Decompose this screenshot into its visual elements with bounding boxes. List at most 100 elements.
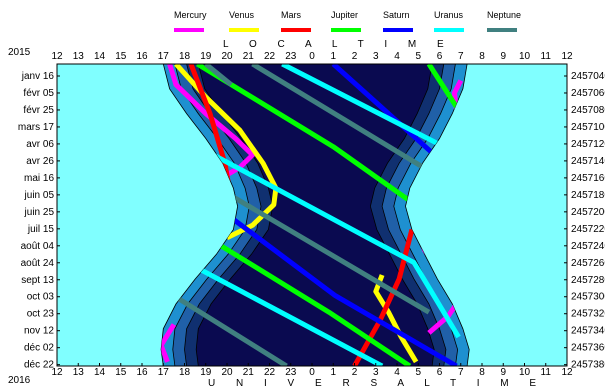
mars-track-1: [352, 228, 415, 366]
date-label: juin 05: [24, 190, 55, 201]
top-tick-label: 3: [373, 51, 379, 62]
top-tick-label: 11: [541, 51, 552, 62]
top-tick-label: 12: [561, 51, 573, 62]
date-label: avr 06: [26, 139, 54, 150]
top-tick-label: 18: [179, 51, 191, 62]
jd-label: 2457080: [571, 105, 605, 116]
uranus-track-2: [170, 252, 384, 366]
top-tick-label: 2: [352, 51, 358, 62]
mercury-track-2: [161, 323, 177, 363]
top-tick-label: 4: [394, 51, 400, 62]
julian-day-labels: 2457040 2457060 2457080 2457100 2457120 24571…: [564, 71, 605, 371]
top-tick-label: 7: [458, 51, 464, 62]
jd-label: 2457360: [571, 343, 605, 354]
jupiter-track-0: [426, 64, 463, 115]
date-label: mai 16: [24, 173, 54, 184]
jd-label: 2457220: [571, 224, 605, 235]
legend-label-uranus: Uranus: [434, 10, 464, 20]
venus-track-0: [174, 64, 279, 241]
year-top-label: 2015: [8, 47, 31, 58]
date-label: mars 17: [18, 122, 55, 133]
bottom-tick-label: 3: [373, 367, 379, 378]
jd-label: 2457280: [571, 275, 605, 286]
top-tick-label: 9: [500, 51, 506, 62]
date-label: nov 12: [24, 326, 54, 337]
legend-label-mars: Mars: [281, 10, 301, 20]
jd-label: 2457160: [571, 173, 605, 184]
jd-label: 2457180: [571, 190, 605, 201]
bottom-tick-label: 23: [285, 367, 297, 378]
bottom-tick-label: 8: [479, 367, 485, 378]
date-label: sept 13: [21, 275, 54, 286]
top-tick-label: 20: [221, 51, 233, 62]
legend-label-saturn: Saturn: [383, 10, 410, 20]
planet-tracks: [161, 64, 470, 366]
top-tick-label: 23: [285, 51, 297, 62]
date-label: févr 05: [23, 88, 54, 99]
date-label: oct 23: [27, 309, 55, 320]
legend-label-jupiter: Jupiter: [331, 10, 358, 20]
date-label: déc 02: [24, 343, 54, 354]
top-tick-label: 21: [243, 51, 255, 62]
jd-label: 2457200: [571, 207, 605, 218]
bottom-tick-label: 21: [243, 367, 255, 378]
top-hour-ticks: 12 13 14 15 16 17 18 19 20 21 22 23 0 1 2 3 4 5 6 7 8 9 10 11 12: [51, 51, 573, 67]
top-tick-label: 8: [479, 51, 485, 62]
plot-area: [56, 63, 568, 367]
top-tick-label: 16: [136, 51, 148, 62]
bottom-tick-label: 2: [352, 367, 358, 378]
bottom-tick-label: 9: [500, 367, 506, 378]
top-tick-label: 0: [309, 51, 315, 62]
top-tick-label: 12: [51, 51, 63, 62]
top-tick-label: 5: [415, 51, 421, 62]
top-tick-label: 14: [94, 51, 106, 62]
jd-label: 2457340: [571, 326, 605, 337]
date-label: févr 25: [23, 105, 54, 116]
venus-track-1: [373, 274, 419, 364]
legend-label-neptune: Neptune: [487, 10, 521, 20]
bottom-tick-label: 13: [73, 367, 85, 378]
jd-label: 2457040: [571, 71, 605, 82]
bottom-tick-label: 15: [115, 367, 127, 378]
date-label: déc 22: [24, 360, 54, 371]
bottom-tick-label: 6: [437, 367, 443, 378]
bottom-tick-label: 12: [51, 367, 63, 378]
bottom-tick-label: 0: [309, 367, 315, 378]
bottom-tick-label: 18: [179, 367, 191, 378]
date-labels: janv 16 févr 05 févr 25 mars 17 avr 06 avr 26…: [18, 71, 60, 371]
top-tick-label: 10: [519, 51, 531, 62]
top-tick-label: 13: [73, 51, 85, 62]
bottom-tick-label: 5: [415, 367, 421, 378]
bottom-tick-label: 22: [264, 367, 276, 378]
jd-label: 2457240: [571, 241, 605, 252]
top-tick-label: 1: [330, 51, 336, 62]
bottom-tick-label: 17: [158, 367, 170, 378]
neptune-track-3: [172, 293, 288, 366]
uranus-track-0: [281, 64, 445, 149]
bottom-tick-label: 4: [394, 367, 400, 378]
date-label: juin 25: [24, 207, 55, 218]
top-axis-title: L O C A L T I M E: [223, 39, 453, 50]
date-label: juil 15: [27, 224, 55, 235]
jd-label: 2457260: [571, 258, 605, 269]
bottom-tick-label: 1: [330, 367, 336, 378]
jd-label: 2457300: [571, 292, 605, 303]
legend-label-venus: Venus: [229, 10, 255, 20]
bottom-hour-ticks: 12 13 14 15 16 17 18 19 20 21 22 23 0 1 2 3 4 5 6 7 8 9 10 11 12: [51, 363, 573, 378]
uranus-track-1: [166, 127, 461, 339]
top-tick-label: 6: [437, 51, 443, 62]
bottom-tick-label: 10: [519, 367, 531, 378]
bottom-axis-title: U N I V E R S A L T I M E: [208, 378, 545, 389]
bottom-tick-label: 19: [200, 367, 212, 378]
legend: Mercury Venus Mars Jupiter Saturn Uranus Neptu…: [174, 10, 521, 32]
year-bottom-label: 2016: [8, 375, 31, 386]
jd-label: 2457100: [571, 122, 605, 133]
bottom-tick-label: 14: [94, 367, 106, 378]
top-tick-label: 19: [200, 51, 212, 62]
jd-label: 2457120: [571, 139, 605, 150]
jd-label: 2457140: [571, 156, 605, 167]
bottom-tick-label: 11: [541, 367, 552, 378]
neptune-track-0: [204, 64, 233, 87]
legend-label-mercury: Mercury: [174, 10, 207, 20]
bottom-tick-label: 7: [458, 367, 464, 378]
